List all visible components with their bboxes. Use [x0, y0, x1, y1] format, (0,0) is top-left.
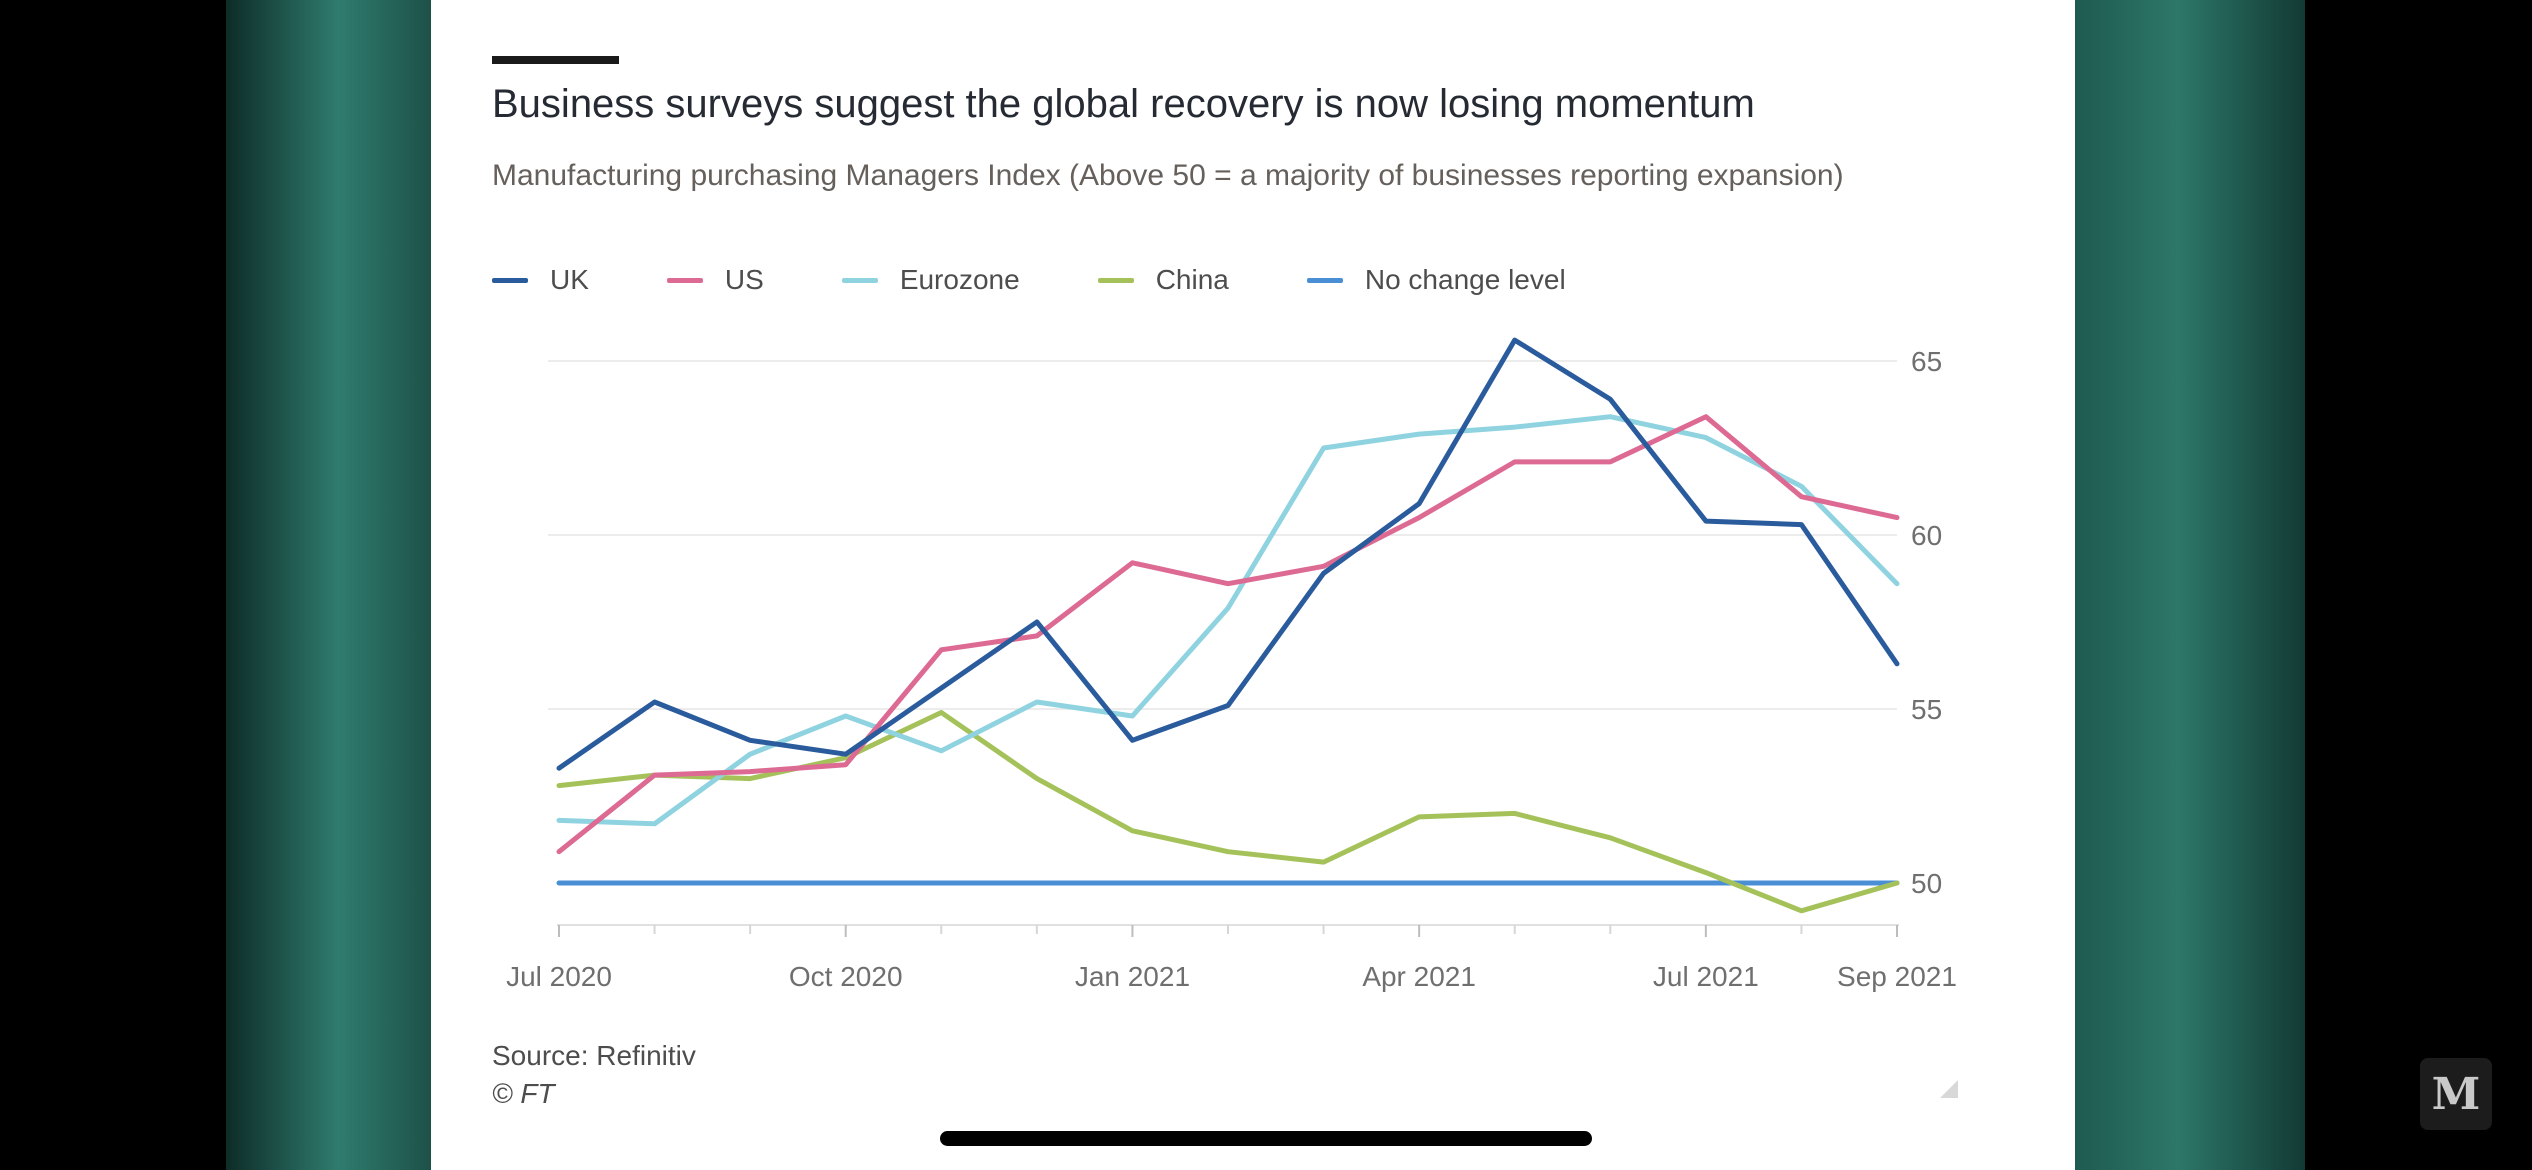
series-line-us	[556, 414, 1900, 855]
x-tick-label: Jul 2021	[1653, 961, 1759, 992]
watermark-logo: M	[2420, 1058, 2492, 1130]
legend-label: Eurozone	[899, 264, 1020, 295]
y-tick-label: 65	[1911, 346, 1942, 377]
legend-item-uk: UK	[492, 264, 589, 296]
legend-label: US	[724, 264, 764, 295]
legend-label: UK	[550, 264, 589, 295]
series-line-uk	[556, 337, 1900, 771]
line-chart: 50 55 60 65 Jul 2020 Oct 2020 Jan 2021 Apr 2021…	[506, 337, 1957, 992]
x-tick-label: Sep 2021	[1837, 961, 1957, 992]
series-line-eurozone	[556, 414, 1900, 827]
resize-handle-icon	[1940, 1080, 1958, 1098]
chart-legend: UK US Eurozone China No change level	[492, 260, 1566, 300]
legend-swatch	[1097, 277, 1134, 283]
x-tick-label: Jan 2021	[1075, 961, 1190, 992]
y-tick-label: 60	[1911, 520, 1942, 551]
legend-swatch	[666, 277, 703, 283]
chart-card	[431, 0, 2075, 1170]
legend-item-china: China	[1097, 264, 1229, 296]
left-background-panel	[226, 0, 431, 1170]
x-tick-label: Apr 2021	[1362, 961, 1476, 992]
legend-swatch	[1306, 277, 1343, 283]
chart-title: Business surveys suggest the global reco…	[492, 82, 1755, 126]
legend-item-no-change-level: No change level	[1306, 264, 1566, 296]
legend-label: No change level	[1364, 264, 1566, 295]
y-tick-label: 50	[1911, 868, 1942, 899]
y-tick-label: 55	[1911, 694, 1942, 725]
home-indicator-bar[interactable]	[940, 1131, 1592, 1146]
title-accent-bar	[492, 56, 619, 64]
x-tick-label: Oct 2020	[789, 961, 903, 992]
legend-swatch	[841, 277, 878, 283]
right-background-panel	[2075, 0, 2305, 1170]
legend-item-eurozone: Eurozone	[841, 264, 1020, 296]
source-note: Source: Refinitiv	[492, 1040, 696, 1071]
chart-subtitle: Manufacturing purchasing Managers Index …	[492, 159, 1844, 192]
legend-swatch	[492, 277, 528, 283]
legend-item-us: US	[666, 264, 764, 296]
copyright-note: © FT	[492, 1078, 555, 1109]
x-tick-label: Jul 2020	[506, 961, 612, 992]
legend-label: China	[1155, 264, 1229, 295]
